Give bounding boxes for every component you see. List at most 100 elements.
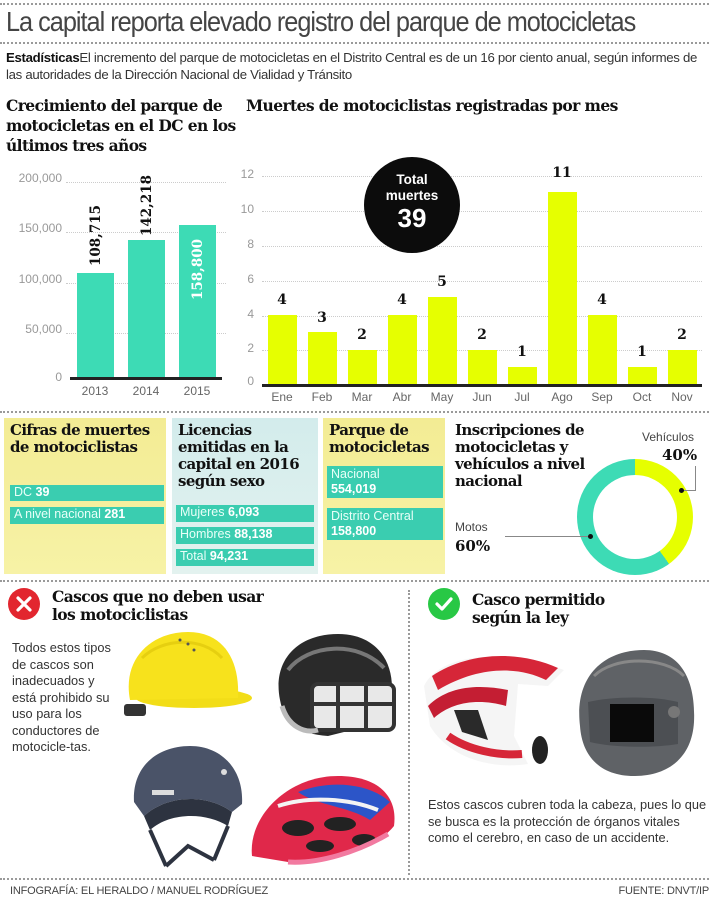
licenses-row-women: Mujeres 6,093: [176, 505, 314, 522]
motos-leader: [505, 536, 591, 537]
bar-feb: [308, 332, 337, 385]
row-value: 39: [35, 485, 50, 499]
total-value: 39: [397, 203, 427, 233]
x-tick: Feb: [311, 390, 333, 404]
x-tick: Sep: [591, 390, 613, 404]
column-divider: [408, 590, 410, 875]
allowed-title-line2: según la ley: [472, 608, 569, 627]
deaths-row-national: A nivel nacional 281: [10, 507, 164, 524]
bar-jul: [508, 367, 537, 385]
hard-hat-icon: [124, 632, 252, 716]
x-tick: Nov: [671, 390, 693, 404]
row-value: 281: [104, 507, 126, 521]
x-tick: Jun: [472, 390, 492, 404]
bar-sep: [588, 315, 617, 385]
total-label-line2: muertes: [385, 188, 439, 203]
total-label-line1: Total: [396, 172, 428, 187]
donut-title: Inscripciones de motocicletas y vehículo…: [455, 421, 585, 490]
deaths-box-title: Cifras de muertes de motociclistas: [10, 421, 150, 456]
section-divider: [0, 580, 709, 582]
x-tick: Jul: [514, 390, 530, 404]
intro-paragraph: EstadísticasEl incremento del parque de …: [6, 49, 706, 83]
registrations-donut: [577, 459, 693, 575]
value-label-2013: 108,715: [88, 204, 104, 266]
growth-chart-title: Crecimiento del parque de motocicletas e…: [6, 96, 236, 155]
bar-mar: [348, 350, 377, 385]
gridline: [66, 232, 226, 233]
check-icon: [428, 588, 460, 620]
deaths-row-dc: DC 39: [10, 485, 164, 501]
headline: La capital reporta elevado registro del …: [6, 6, 636, 37]
bar-ene: [268, 315, 297, 385]
value-label-2015: 158,800: [190, 238, 206, 300]
bar-oct: [628, 367, 657, 385]
motos-pct: 60%: [455, 537, 491, 555]
bar-value: 3: [317, 310, 327, 326]
x-tick: 2014: [132, 384, 160, 398]
licenses-box-title: Licencias emitidas en la capital en 2016…: [178, 421, 300, 490]
row-label: Nacional: [331, 467, 380, 481]
bar-ago: [548, 192, 577, 385]
y-tick: 2: [247, 341, 254, 355]
bar-value: 2: [477, 327, 487, 343]
source: FUENTE: DNVT/IP: [618, 885, 709, 897]
gridline: [66, 182, 226, 183]
x-tick: Oct: [632, 390, 652, 404]
vehiculos-pct: 40%: [662, 446, 698, 464]
y-tick: 150,000: [18, 221, 62, 235]
bar-value: 2: [357, 327, 367, 343]
allowed-text: Estos cascos cubren toda la cabeza, pues…: [428, 797, 707, 845]
monthly-chart: 12 10 8 6 4 2 0 4 3 2 4 5 2 1 11 4 1 2 E…: [230, 160, 709, 410]
licenses-row-men: Hombres 88,138: [176, 527, 314, 544]
x-axis: [262, 384, 702, 387]
bar-2014: [128, 240, 165, 378]
x-tick: Ene: [271, 390, 293, 404]
row-value: 554,019: [331, 482, 377, 496]
x-tick: 2013: [81, 384, 109, 398]
bar-2013: [77, 273, 114, 378]
deaths-box: Cifras de muertes de motociclistas DC 39…: [4, 418, 166, 574]
bar-jun: [468, 350, 497, 385]
monthly-chart-title: Muertes de motociclistas registradas por…: [246, 96, 618, 115]
gridline: [262, 176, 702, 177]
growth-chart: 200,000 150,000 100,000 50,000 0 108,715…: [0, 160, 230, 400]
row-value: 6,093: [227, 505, 260, 519]
section-divider: [0, 411, 709, 413]
row-label: Mujeres: [180, 505, 225, 519]
bar-nov: [668, 350, 697, 385]
forbidden-text: Todos estos tipos de cascos son inadecua…: [12, 640, 111, 754]
x-axis: [70, 377, 222, 380]
bar-value: 2: [677, 327, 687, 343]
value-label-2014: 142,218: [139, 174, 155, 236]
y-tick: 200,000: [18, 171, 62, 185]
top-divider: [0, 3, 709, 5]
x-icon: [8, 588, 40, 620]
y-tick: 50,000: [25, 322, 62, 336]
row-label: Hombres: [180, 527, 231, 541]
bar-value: 4: [597, 292, 607, 308]
y-tick: 6: [247, 272, 254, 286]
vehiculos-dot: [679, 488, 684, 493]
bar-abr: [388, 315, 417, 385]
gridline: [262, 246, 702, 247]
x-tick: 2015: [183, 384, 211, 398]
forbidden-title-line1: Cascos que no deben usar: [52, 587, 264, 606]
x-tick: May: [430, 390, 454, 404]
intro-text: El incremento del parque de motocicletas…: [6, 50, 698, 82]
vehiculos-leader: [695, 466, 696, 490]
bar-value: 1: [517, 344, 527, 360]
bicycle-helmet-icon: [251, 776, 395, 865]
motos-label: Motos: [455, 520, 488, 534]
fleet-box-title: Parque de motocicletas: [329, 421, 430, 456]
football-helmet-icon: [278, 634, 396, 736]
intro-label: Estadísticas: [6, 50, 80, 65]
motocross-helmet-icon: [424, 656, 564, 766]
gridline: [262, 211, 702, 212]
y-tick: 0: [55, 370, 62, 384]
total-deaths-badge: Total muertes 39: [364, 157, 460, 253]
bar-value: 1: [637, 344, 647, 360]
bar-value: 11: [552, 165, 572, 181]
total-label: Total muertes: [364, 172, 460, 204]
gridline: [262, 281, 702, 282]
x-tick: Abr: [392, 390, 412, 404]
